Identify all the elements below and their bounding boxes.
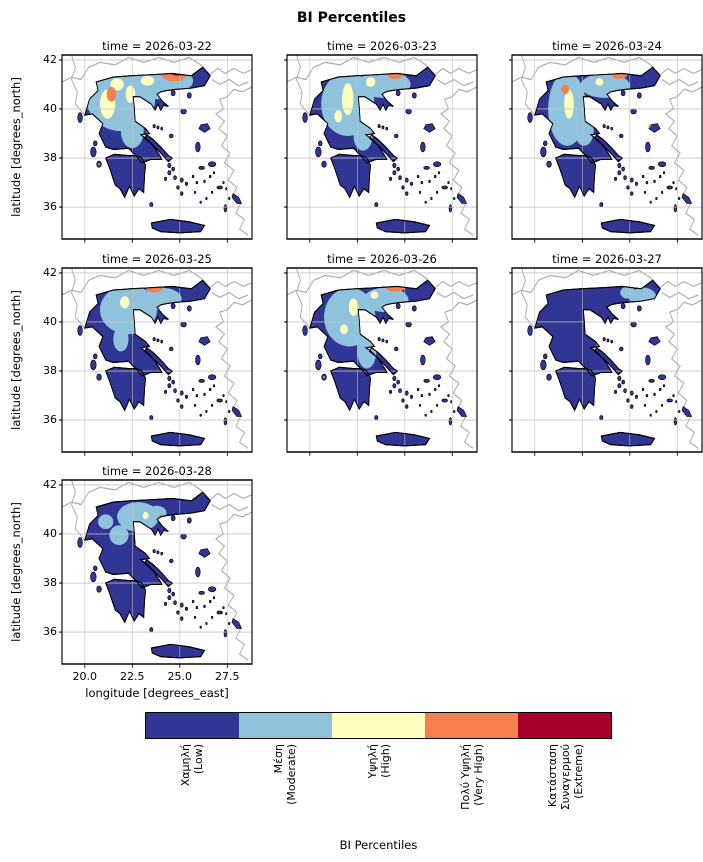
- facet-2026-03-26: time = 2026-03-26: [283, 252, 477, 457]
- facet-title: time = 2026-03-24: [552, 39, 662, 53]
- figure-title: BI Percentiles: [296, 10, 407, 26]
- ytick-label: 42: [43, 478, 57, 491]
- colorbar-segment-high: [332, 713, 425, 738]
- facet-title: time = 2026-03-28: [102, 464, 212, 478]
- ytick-label: 42: [43, 53, 57, 66]
- ytick-label: 36: [43, 625, 57, 638]
- ytick-label: 36: [43, 413, 57, 426]
- colorbar-label: BI Percentiles: [339, 838, 418, 852]
- greece-map-svg: [508, 55, 702, 244]
- facet-2026-03-23: time = 2026-03-23: [283, 39, 477, 244]
- facet-2026-03-22: time = 2026-03-22 42 40 38 36: [43, 39, 252, 244]
- ytick-label: 42: [43, 266, 57, 279]
- facet-2026-03-24: time = 2026-03-24: [508, 39, 702, 244]
- facet-2026-03-28: time = 2026-03-28 42 40 38 36 20.0 22.5 …: [43, 464, 252, 683]
- xtick-label: 27.5: [215, 670, 240, 683]
- facet-title: time = 2026-03-22: [102, 39, 212, 53]
- ytick-label: 38: [43, 364, 57, 377]
- colorbar-segment-low: [146, 713, 239, 738]
- greece-map-svg: [58, 55, 252, 244]
- ytick-label: 38: [43, 151, 57, 164]
- facet-title: time = 2026-03-25: [102, 252, 212, 266]
- ytick-label: 36: [43, 200, 57, 213]
- x-axis-label: longitude [degrees_east]: [85, 686, 229, 700]
- xtick-label: 20.0: [72, 670, 98, 683]
- greece-map-svg: [58, 480, 252, 669]
- greece-map-svg: [283, 268, 477, 457]
- facet-2026-03-27: time = 2026-03-27: [508, 252, 702, 457]
- colorbar: [145, 712, 612, 739]
- facet-title: time = 2026-03-23: [327, 39, 437, 53]
- facet-title: time = 2026-03-26: [327, 252, 437, 266]
- xtick-label: 22.5: [120, 670, 145, 683]
- ytick-label: 40: [43, 527, 57, 540]
- colorbar-segment-extreme: [518, 713, 611, 738]
- ytick-label: 38: [43, 576, 57, 589]
- colorbar-segment-very-high: [425, 713, 518, 738]
- colorbar-segment-moderate: [239, 713, 332, 738]
- ytick-label: 40: [43, 315, 57, 328]
- facet-2026-03-25: time = 2026-03-25 42 40 38 36: [43, 252, 252, 457]
- ytick-label: 40: [43, 102, 57, 115]
- facet-title: time = 2026-03-27: [552, 252, 662, 266]
- greece-map-svg: [58, 268, 252, 457]
- xtick-label: 25.0: [167, 670, 193, 683]
- greece-map-svg: [508, 268, 702, 457]
- greece-map-svg: [283, 55, 477, 244]
